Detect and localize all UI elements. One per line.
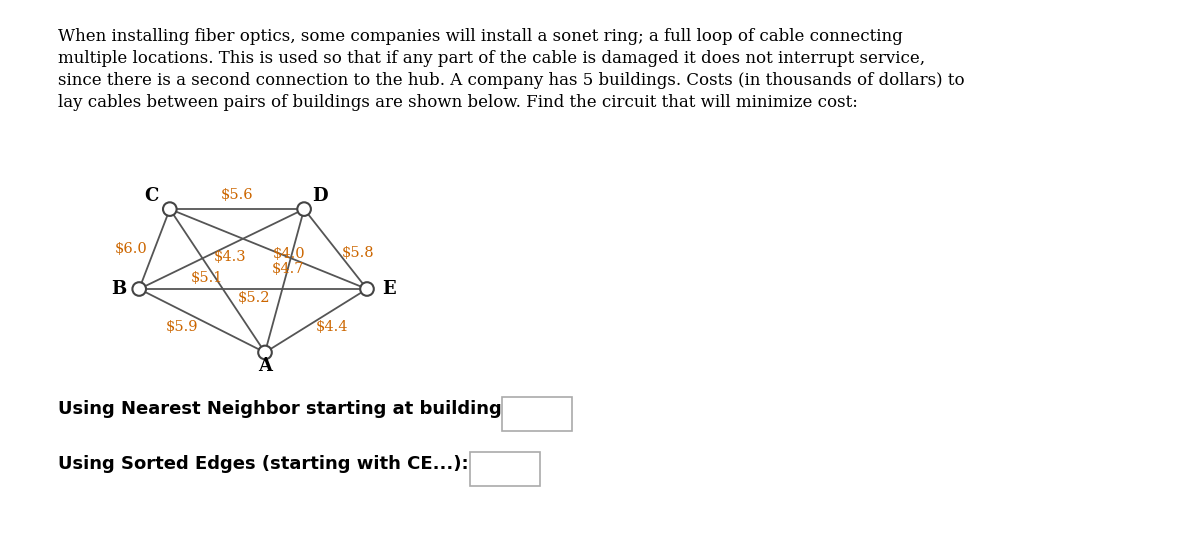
Text: Using Nearest Neighbor starting at building A:: Using Nearest Neighbor starting at build… [58,400,529,418]
FancyBboxPatch shape [502,397,572,431]
Text: $4.7: $4.7 [271,262,305,277]
Text: $4.3: $4.3 [214,250,246,264]
Text: C: C [144,187,158,205]
Text: $5.8: $5.8 [341,246,374,260]
Text: $6.0: $6.0 [115,242,148,256]
Text: $5.6: $5.6 [221,188,253,202]
Text: since there is a second connection to the hub. A company has 5 buildings. Costs : since there is a second connection to th… [58,72,965,89]
Text: A: A [258,357,272,375]
Text: lay cables between pairs of buildings are shown below. Find the circuit that wil: lay cables between pairs of buildings ar… [58,94,858,111]
Text: $4.0: $4.0 [272,247,305,261]
Circle shape [132,282,146,296]
Text: multiple locations. This is used so that if any part of the cable is damaged it : multiple locations. This is used so that… [58,50,925,67]
Text: Using Sorted Edges (starting with CE...):: Using Sorted Edges (starting with CE...)… [58,455,469,473]
Text: $4.4: $4.4 [316,320,348,334]
Text: D: D [313,187,329,205]
Text: B: B [112,280,126,298]
Text: $5.9: $5.9 [166,320,198,334]
Circle shape [258,345,272,360]
Circle shape [360,282,374,296]
Circle shape [298,202,311,216]
Text: $5.1: $5.1 [191,272,223,286]
Circle shape [163,202,176,216]
FancyBboxPatch shape [470,452,540,486]
Text: E: E [383,280,396,298]
Text: $5.2: $5.2 [238,291,270,305]
Text: When installing fiber optics, some companies will install a sonet ring; a full l: When installing fiber optics, some compa… [58,28,902,45]
